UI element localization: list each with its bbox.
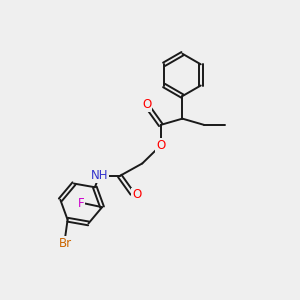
Text: O: O (156, 139, 165, 152)
Text: F: F (78, 197, 84, 210)
Text: O: O (142, 98, 152, 111)
Text: O: O (132, 188, 141, 201)
Text: Br: Br (58, 236, 72, 250)
Text: NH: NH (91, 169, 108, 182)
